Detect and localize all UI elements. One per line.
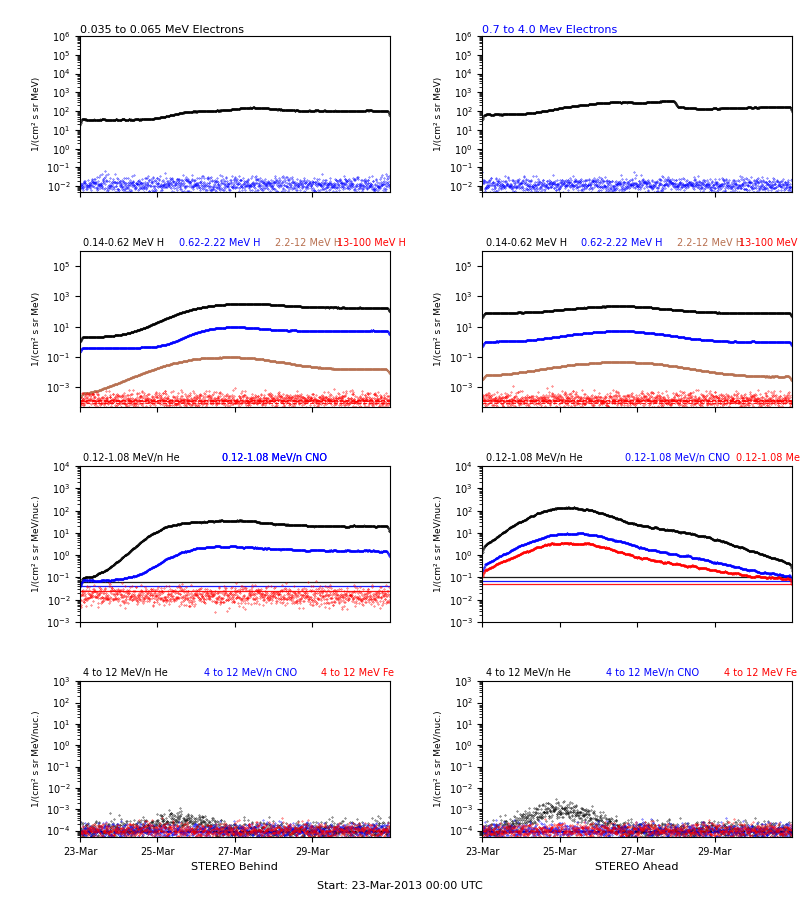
Text: 0.035 to 0.065 MeV Electrons: 0.035 to 0.065 MeV Electrons: [80, 25, 254, 35]
Text: 0.12-1.08 MeV/n CNO: 0.12-1.08 MeV/n CNO: [625, 453, 730, 463]
Y-axis label: 1/(cm² s sr MeV): 1/(cm² s sr MeV): [32, 292, 41, 366]
Y-axis label: 1/(cm² s sr MeV/nuc.): 1/(cm² s sr MeV/nuc.): [32, 496, 41, 592]
Text: 0.12-1.08 MeV/n CNO: 0.12-1.08 MeV/n CNO: [222, 453, 327, 463]
Text: Start: 23-Mar-2013 00:00 UTC: Start: 23-Mar-2013 00:00 UTC: [317, 881, 483, 891]
Text: 0.14-0.62 MeV H: 0.14-0.62 MeV H: [83, 238, 164, 248]
Text: 0.62-2.22 MeV H: 0.62-2.22 MeV H: [179, 238, 261, 248]
Text: 0.7 to 4.0 Mev Electrons: 0.7 to 4.0 Mev Electrons: [482, 25, 618, 35]
Text: 2.2-12 MeV H: 2.2-12 MeV H: [678, 238, 743, 248]
Y-axis label: 1/(cm² s sr MeV/nuc.): 1/(cm² s sr MeV/nuc.): [434, 496, 443, 592]
Text: 13-100 MeV H: 13-100 MeV H: [739, 238, 800, 248]
Text: 13-100 MeV H: 13-100 MeV H: [337, 238, 406, 248]
X-axis label: STEREO Ahead: STEREO Ahead: [595, 862, 679, 872]
Text: 0.12-1.08 MeV/n He: 0.12-1.08 MeV/n He: [83, 453, 180, 463]
Text: 0.12-1.08 MeV/n CNO: 0.12-1.08 MeV/n CNO: [222, 453, 327, 463]
Y-axis label: 1/(cm² s sr MeV): 1/(cm² s sr MeV): [434, 76, 443, 151]
Text: 0.12-1.08 MeV Fe: 0.12-1.08 MeV Fe: [736, 453, 800, 463]
Y-axis label: 1/(cm² s sr MeV/nuc.): 1/(cm² s sr MeV/nuc.): [434, 711, 443, 807]
Text: 2.2-12 MeV H: 2.2-12 MeV H: [275, 238, 341, 248]
Text: 4 to 12 MeV/n CNO: 4 to 12 MeV/n CNO: [606, 668, 699, 678]
Text: 4 to 12 MeV/n He: 4 to 12 MeV/n He: [83, 668, 168, 678]
X-axis label: STEREO Behind: STEREO Behind: [191, 862, 278, 872]
Text: 4 to 12 MeV/n He: 4 to 12 MeV/n He: [486, 668, 570, 678]
Text: 4 to 12 MeV Fe: 4 to 12 MeV Fe: [322, 668, 394, 678]
Text: 4 to 12 MeV Fe: 4 to 12 MeV Fe: [724, 668, 797, 678]
Y-axis label: 1/(cm² s sr MeV): 1/(cm² s sr MeV): [434, 292, 443, 366]
Text: 0.62-2.22 MeV H: 0.62-2.22 MeV H: [582, 238, 663, 248]
Y-axis label: 1/(cm² s sr MeV): 1/(cm² s sr MeV): [32, 76, 41, 151]
Text: 0.14-0.62 MeV H: 0.14-0.62 MeV H: [486, 238, 566, 248]
Text: 0.12-1.08 MeV/n He: 0.12-1.08 MeV/n He: [486, 453, 582, 463]
Text: 4 to 12 MeV/n CNO: 4 to 12 MeV/n CNO: [204, 668, 297, 678]
Y-axis label: 1/(cm² s sr MeV/nuc.): 1/(cm² s sr MeV/nuc.): [31, 711, 41, 807]
